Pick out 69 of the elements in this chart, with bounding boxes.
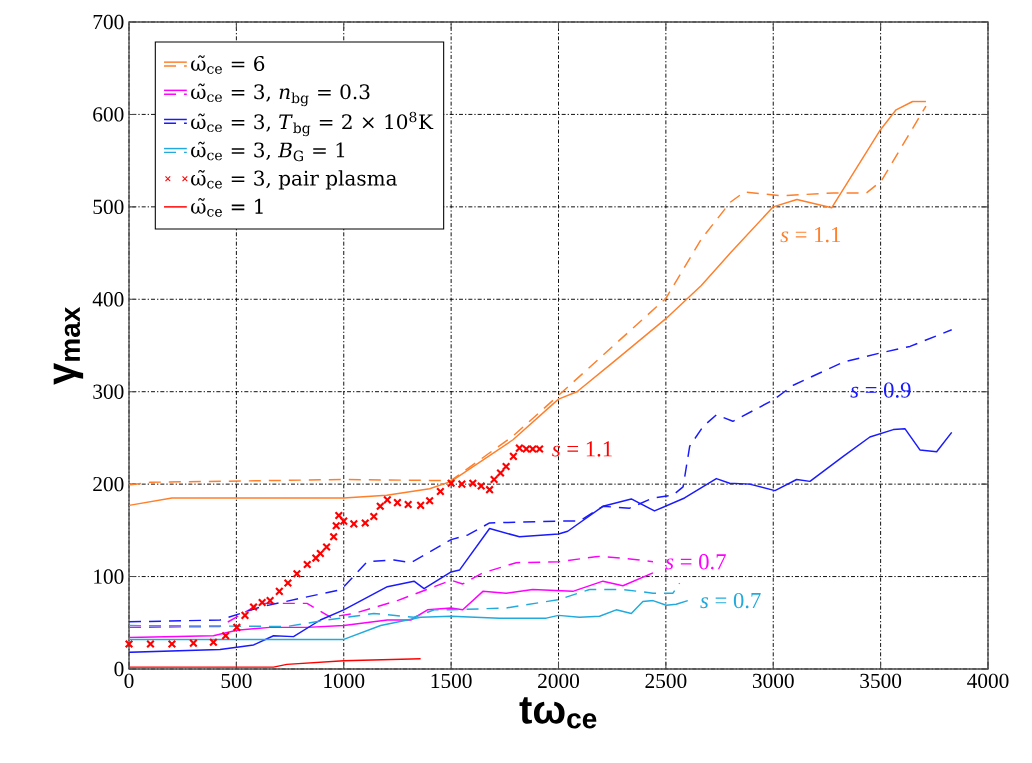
point: [292, 569, 302, 579]
point: [334, 511, 344, 520]
y-tick-label: 300: [93, 384, 124, 399]
point: [249, 602, 258, 612]
x-tick-label: 0: [124, 673, 134, 689]
legend-label: ω̃$_{ce}$ = 3, n$_{bg}$ = 0.3: [191, 83, 370, 107]
y-tick-label: 700: [93, 14, 124, 30]
point: [375, 501, 385, 511]
point: [124, 639, 134, 649]
point: [403, 500, 413, 509]
x-axis-title: tω$_{ce}$: [519, 697, 597, 729]
x-tick-label: 1000: [324, 673, 365, 689]
point: [146, 639, 155, 649]
point: [315, 549, 325, 558]
point: [189, 638, 198, 648]
point: [509, 452, 518, 461]
legend-label: ω̃$_{ce}$ = 3, B$_{G}$ = 1: [191, 141, 345, 162]
point: [329, 532, 339, 542]
legend-label: ω̃$_{ce}$ = 3, pair plasma: [191, 169, 397, 190]
x-tick-label: 500: [221, 673, 252, 689]
annotation: s = 0.9: [850, 382, 911, 398]
line-series: [129, 555, 654, 629]
point: [283, 578, 293, 588]
x-tick-label: 2500: [645, 673, 687, 689]
point: [416, 501, 425, 510]
point: [302, 560, 312, 569]
x-tick-label: 3500: [860, 673, 902, 689]
point: [209, 637, 218, 647]
point: [339, 516, 349, 526]
y-tick-label: 500: [93, 199, 124, 215]
point: [489, 475, 499, 484]
point: [369, 512, 379, 521]
line-series: [129, 658, 422, 668]
point: [425, 496, 435, 506]
x-tick-label: 1500: [431, 673, 472, 689]
point: [382, 495, 392, 505]
point: [446, 478, 456, 488]
y-tick-label: 200: [93, 476, 124, 492]
point: [240, 611, 250, 620]
legend-label: ω̃$_{ce}$ = 6: [191, 55, 265, 74]
point: [274, 586, 284, 596]
point: [331, 521, 341, 531]
x-tick-label: 2000: [538, 673, 580, 689]
y-tick-label: 0: [114, 661, 124, 677]
annotation: s = 0.7: [665, 554, 726, 570]
point: [501, 462, 511, 471]
point: [232, 623, 242, 632]
annotation: s = 0.7: [700, 592, 761, 609]
point: [221, 631, 231, 641]
y-tick-label: 100: [94, 569, 124, 584]
annotation: s = 1.1: [780, 227, 841, 243]
point: [360, 518, 370, 528]
point: [349, 519, 359, 529]
point: [457, 479, 467, 489]
point: [322, 542, 331, 552]
legend-label: ω̃$_{ce}$ = 3, T$_{bg}$ = 2 × 10$^{8}$K: [191, 111, 434, 137]
legend-label: ω̃$_{ce}$ = 1: [191, 198, 263, 217]
line-series: [129, 572, 654, 639]
point: [496, 468, 505, 478]
y-tick-label: 600: [93, 107, 124, 122]
x-tick-label: 4000: [967, 673, 1009, 689]
point: [167, 639, 177, 649]
point: [436, 487, 445, 496]
annotation: s = 1.1: [552, 441, 612, 457]
y-tick-label: 400: [92, 292, 124, 307]
point: [393, 498, 402, 507]
point: [311, 553, 321, 563]
x-tick-label: 3000: [752, 673, 794, 689]
y-axis-title: γ$_{max}$: [53, 306, 84, 385]
